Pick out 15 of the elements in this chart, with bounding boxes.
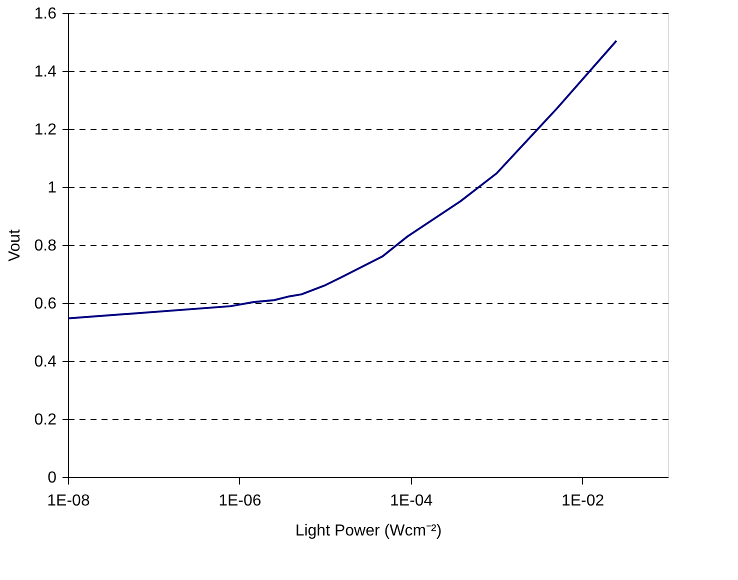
y-tick-label: 0.4 bbox=[34, 354, 57, 370]
y-tick-label: 1.4 bbox=[34, 64, 57, 80]
x-tick-label: 1E-08 bbox=[47, 492, 90, 510]
y-tick-label: 0 bbox=[48, 470, 57, 486]
x-axis-title: Light Power (Wcm⁻²) bbox=[295, 522, 442, 540]
x-tick-label: 1E-06 bbox=[218, 492, 262, 510]
y-tick-label: 0.8 bbox=[34, 238, 57, 254]
y-tick-label: 1.6 bbox=[34, 6, 57, 22]
y-tick-label: 0.6 bbox=[34, 296, 57, 312]
y-tick-label: 0.2 bbox=[34, 412, 57, 428]
y-tick-label: 1.2 bbox=[34, 122, 57, 138]
y-tick-label: 1 bbox=[48, 180, 57, 196]
x-tick-label: 1E-04 bbox=[390, 492, 433, 510]
y-axis-title: Vout bbox=[6, 228, 24, 262]
x-tick-label: 1E-02 bbox=[561, 492, 604, 510]
